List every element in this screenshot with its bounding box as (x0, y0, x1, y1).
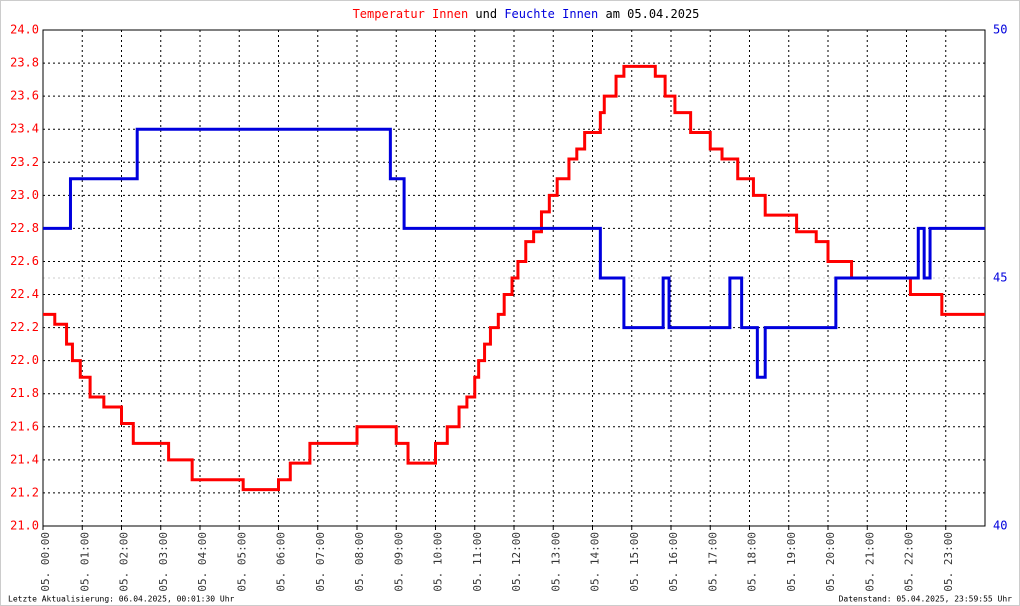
x-tick-label: 05. 15:00 (628, 532, 641, 592)
x-tick-label: 05. 20:00 (824, 532, 837, 592)
y-tick-label: 22.8 (10, 221, 39, 235)
x-tick-label: 05. 09:00 (392, 532, 405, 592)
x-tick-label: 05. 12:00 (510, 532, 523, 592)
x-tick-label: 05. 10:00 (432, 532, 445, 592)
x-tick-label: 05. 05:00 (235, 532, 248, 592)
y-tick-label: 24.0 (10, 23, 39, 37)
y-tick-label: 21.4 (10, 452, 39, 466)
y2-tick-label: 45 (993, 271, 1007, 285)
title-part: am 05.04.2025 (605, 7, 699, 21)
x-tick-label: 05. 21:00 (863, 532, 876, 592)
x-tick-label: 05. 22:00 (903, 532, 916, 592)
y-tick-label: 21.8 (10, 386, 39, 400)
x-tick-label: 05. 01:00 (78, 532, 91, 592)
title-part: Temperatur Innen (353, 7, 469, 21)
title-part: Feuchte Innen (504, 7, 598, 21)
x-tick-label: 05. 02:00 (118, 532, 131, 592)
y-tick-label: 22.2 (10, 320, 39, 334)
y-tick-label: 22.0 (10, 353, 39, 367)
plot-frame (42, 29, 986, 527)
x-tick-label: 05. 04:00 (196, 532, 209, 592)
x-tick-label: 05. 08:00 (353, 532, 366, 592)
x-tick-label: 05. 16:00 (667, 532, 680, 592)
x-tick-label: 05. 17:00 (706, 532, 719, 592)
title-part: und (475, 7, 497, 21)
x-tick-label: 05. 07:00 (314, 532, 327, 592)
series-line (43, 127, 985, 379)
series-line (43, 64, 985, 492)
x-tick-label: 05. 11:00 (471, 532, 484, 592)
y-tick-label: 21.0 (10, 519, 39, 533)
x-tick-label: 05. 06:00 (275, 532, 288, 592)
x-tick-label: 05. 18:00 (746, 532, 759, 592)
x-tick-label: 05. 19:00 (785, 532, 798, 592)
y-tick-label: 23.2 (10, 155, 39, 169)
y-tick-label: 22.4 (10, 287, 39, 301)
x-tick-label: 05. 00:00 (39, 532, 52, 592)
chart-title: Temperatur Innen und Feuchte Innen am 05… (353, 7, 700, 21)
y-tick-label: 21.6 (10, 419, 39, 433)
y-tick-label: 23.0 (10, 188, 39, 202)
x-tick-label: 05. 23:00 (942, 532, 955, 592)
y-tick-label: 23.8 (10, 56, 39, 70)
y-tick-label: 23.4 (10, 122, 39, 136)
y2-tick-label: 50 (993, 23, 1007, 37)
y-tick-label: 21.2 (10, 485, 39, 499)
y2-tick-label: 40 (993, 519, 1007, 533)
x-tick-label: 05. 14:00 (589, 532, 602, 592)
y-tick-label: 23.6 (10, 89, 39, 103)
footer-right: Datenstand: 05.04.2025, 23:59:55 Uhr (839, 595, 1013, 604)
y-tick-label: 22.6 (10, 254, 39, 268)
x-tick-label: 05. 13:00 (549, 532, 562, 592)
footer-left: Letzte Aktualisierung: 06.04.2025, 00:01… (8, 595, 235, 604)
x-tick-label: 05. 03:00 (157, 532, 170, 592)
